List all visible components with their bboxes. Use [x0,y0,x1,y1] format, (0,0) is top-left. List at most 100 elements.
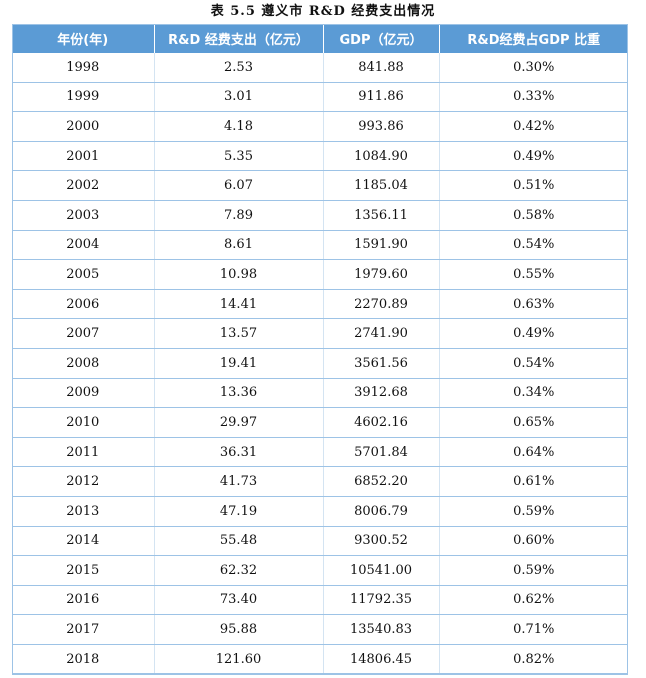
rd-expenditure-table: 年份(年) R&D 经费支出（亿元） GDP（亿元） R&D经费占GDP 比重 … [12,24,628,675]
cell-rd-expenditure: 3.01 [154,82,324,113]
table-row: 2013 47.19 8006.79 0.59% [12,496,628,527]
cell-rd-gdp-ratio: 0.49% [439,141,628,172]
cell-year: 2008 [12,348,155,379]
table-row: 2001 5.35 1084.90 0.49% [12,141,628,172]
cell-rd-expenditure: 14.41 [154,289,324,320]
cell-year: 2000 [12,111,155,142]
cell-gdp: 3912.68 [323,378,440,409]
cell-rd-expenditure: 13.36 [154,378,324,409]
table-row: 1998 2.53 841.88 0.30% [12,53,628,83]
cell-year: 2002 [12,170,155,201]
cell-gdp: 911.86 [323,82,440,113]
cell-year: 2011 [12,437,155,468]
cell-gdp: 841.88 [323,53,440,83]
cell-rd-expenditure: 19.41 [154,348,324,379]
table-row: 2007 13.57 2741.90 0.49% [12,318,628,349]
cell-year: 2010 [12,407,155,438]
cell-rd-gdp-ratio: 0.49% [439,318,628,349]
header-rd-gdp-ratio: R&D经费占GDP 比重 [439,24,628,53]
cell-year: 2016 [12,585,155,616]
cell-rd-gdp-ratio: 0.33% [439,82,628,113]
table-row: 2008 19.41 3561.56 0.54% [12,348,628,379]
table-row: 2010 29.97 4602.16 0.65% [12,407,628,438]
header-rd-expenditure: R&D 经费支出（亿元） [154,24,324,53]
cell-year: 2009 [12,378,155,409]
table-row: 2005 10.98 1979.60 0.55% [12,259,628,290]
cell-rd-gdp-ratio: 0.30% [439,53,628,83]
cell-rd-gdp-ratio: 0.59% [439,496,628,527]
table-body: 1998 2.53 841.88 0.30% 1999 3.01 911.86 0.33% 20… [12,53,628,675]
cell-year: 2001 [12,141,155,172]
header-year: 年份(年) [12,24,155,53]
cell-gdp: 8006.79 [323,496,440,527]
cell-rd-gdp-ratio: 0.65% [439,407,628,438]
cell-gdp: 5701.84 [323,437,440,468]
table-row: 2015 62.32 10541.00 0.59% [12,555,628,586]
cell-gdp: 1591.90 [323,230,440,261]
cell-rd-expenditure: 73.40 [154,585,324,616]
table-row: 2006 14.41 2270.89 0.63% [12,289,628,320]
cell-rd-expenditure: 29.97 [154,407,324,438]
cell-rd-expenditure: 41.73 [154,466,324,497]
table-row: 2014 55.48 9300.52 0.60% [12,526,628,557]
cell-gdp: 10541.00 [323,555,440,586]
cell-rd-gdp-ratio: 0.54% [439,348,628,379]
cell-gdp: 6852.20 [323,466,440,497]
cell-rd-gdp-ratio: 0.34% [439,378,628,409]
header-gdp: GDP（亿元） [323,24,440,53]
cell-rd-gdp-ratio: 0.51% [439,170,628,201]
cell-gdp: 4602.16 [323,407,440,438]
cell-rd-gdp-ratio: 0.63% [439,289,628,320]
cell-year: 2004 [12,230,155,261]
table-row: 2016 73.40 11792.35 0.62% [12,585,628,616]
cell-rd-expenditure: 36.31 [154,437,324,468]
cell-gdp: 1185.04 [323,170,440,201]
cell-rd-gdp-ratio: 0.61% [439,466,628,497]
cell-gdp: 993.86 [323,111,440,142]
cell-rd-expenditure: 7.89 [154,200,324,231]
table-row: 2000 4.18 993.86 0.42% [12,111,628,142]
table-row: 2011 36.31 5701.84 0.64% [12,437,628,468]
cell-year: 2018 [12,644,155,675]
table-row: 2009 13.36 3912.68 0.34% [12,378,628,409]
cell-rd-expenditure: 10.98 [154,259,324,290]
cell-rd-expenditure: 47.19 [154,496,324,527]
cell-gdp: 3561.56 [323,348,440,379]
cell-rd-gdp-ratio: 0.55% [439,259,628,290]
cell-year: 2017 [12,614,155,645]
table-row: 2017 95.88 13540.83 0.71% [12,614,628,645]
cell-year: 2012 [12,466,155,497]
cell-gdp: 1979.60 [323,259,440,290]
table-header-row: 年份(年) R&D 经费支出（亿元） GDP（亿元） R&D经费占GDP 比重 [12,24,628,53]
cell-year: 2005 [12,259,155,290]
cell-rd-gdp-ratio: 0.42% [439,111,628,142]
table-caption: 表 5.5 遵义市 R&D 经费支出情况 [210,4,436,19]
cell-year: 2003 [12,200,155,231]
table-row: 2004 8.61 1591.90 0.54% [12,230,628,261]
cell-rd-expenditure: 13.57 [154,318,324,349]
cell-rd-expenditure: 95.88 [154,614,324,645]
cell-rd-gdp-ratio: 0.64% [439,437,628,468]
cell-gdp: 2741.90 [323,318,440,349]
table-row: 2002 6.07 1185.04 0.51% [12,170,628,201]
cell-rd-gdp-ratio: 0.71% [439,614,628,645]
cell-gdp: 9300.52 [323,526,440,557]
cell-gdp: 14806.45 [323,644,440,675]
cell-rd-expenditure: 121.60 [154,644,324,675]
cell-gdp: 2270.89 [323,289,440,320]
table-row: 2018 121.60 14806.45 0.82% [12,644,628,675]
cell-rd-gdp-ratio: 0.60% [439,526,628,557]
cell-rd-expenditure: 55.48 [154,526,324,557]
cell-rd-gdp-ratio: 0.58% [439,200,628,231]
cell-gdp: 1356.11 [323,200,440,231]
cell-year: 2015 [12,555,155,586]
table-row: 1999 3.01 911.86 0.33% [12,82,628,113]
cell-rd-expenditure: 62.32 [154,555,324,586]
cell-year: 2006 [12,289,155,320]
cell-rd-expenditure: 8.61 [154,230,324,261]
cell-year: 2013 [12,496,155,527]
cell-rd-expenditure: 4.18 [154,111,324,142]
cell-year: 2014 [12,526,155,557]
cell-rd-expenditure: 2.53 [154,53,324,83]
cell-year: 2007 [12,318,155,349]
